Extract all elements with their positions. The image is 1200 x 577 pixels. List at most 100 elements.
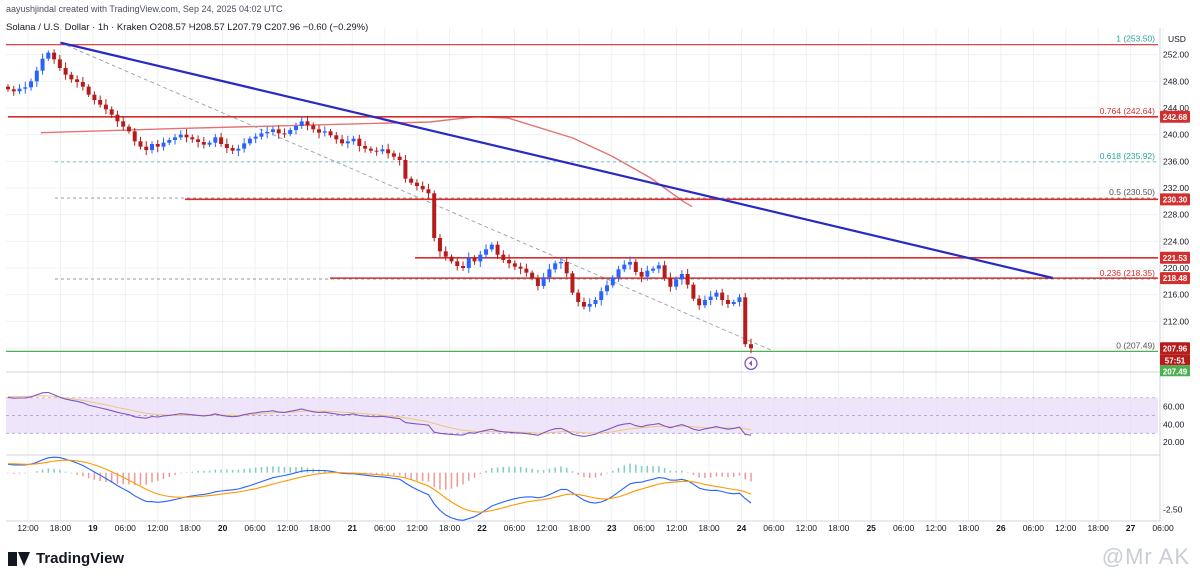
candle — [409, 176, 414, 185]
candle — [414, 179, 419, 191]
replay-marker-arrow — [749, 360, 752, 367]
candle — [662, 260, 667, 281]
candle-body — [489, 244, 494, 250]
candle-body — [731, 302, 736, 304]
candle-body — [501, 254, 506, 260]
candle-body — [259, 133, 264, 137]
candle-body — [714, 292, 719, 297]
candle-body — [121, 121, 126, 127]
macd-signal-line — [7, 459, 752, 513]
candle — [524, 263, 529, 277]
time-tick: 19 — [88, 523, 98, 533]
candle-body — [328, 131, 333, 136]
candle-body — [685, 274, 690, 285]
candle — [587, 298, 592, 312]
candle-body — [461, 266, 466, 268]
candle-body — [103, 104, 108, 110]
last-price-tag-bg — [1160, 342, 1190, 355]
tradingview-logo[interactable]: TradingView — [8, 550, 124, 567]
level-price-tag-bg — [1160, 272, 1190, 285]
candle-body — [702, 300, 707, 306]
candle-body — [599, 291, 604, 300]
rsi-line — [7, 391, 752, 437]
candle — [103, 99, 108, 115]
candle — [288, 127, 293, 137]
time-axis[interactable]: 12:00 18:00 19 06:00 12:00 18:00 20 06:00 12:00 1… — [17, 523, 1174, 533]
candle — [581, 297, 586, 310]
candle-body — [340, 139, 345, 144]
candle-body — [242, 143, 247, 149]
candle-body — [351, 138, 356, 142]
candle-body — [270, 129, 275, 132]
candle — [616, 265, 621, 282]
candle-body — [86, 86, 91, 95]
level-price-tag-bg — [1160, 193, 1190, 206]
candle-body — [535, 278, 540, 286]
candle-body — [144, 146, 149, 150]
candle-body — [334, 135, 339, 140]
symbol-ohlc-line: Solana / U.S. Dollar · 1h · Kraken O208.… — [6, 22, 369, 33]
price-axis[interactable]: USD 252.00 248.00 244.00 240.00 236.00 232.00 2… — [1160, 34, 1190, 515]
candle-body — [196, 139, 201, 142]
candle — [720, 288, 725, 306]
candle — [213, 133, 218, 148]
candle-body — [443, 251, 448, 257]
candle-body — [628, 262, 633, 265]
dashed-diagonal-line — [60, 42, 775, 352]
candle — [265, 126, 270, 139]
candle-body — [478, 254, 483, 262]
candle — [75, 75, 80, 88]
candle-body — [138, 141, 143, 147]
candle — [253, 133, 258, 144]
time-tick: 18:00 — [828, 523, 850, 533]
candle-body — [40, 58, 45, 71]
candle-body — [564, 262, 569, 274]
price-tick: 212.00 — [1163, 316, 1189, 326]
time-tick: 06:00 — [1023, 523, 1045, 533]
fib-label: 0.236 (218.35) — [1100, 268, 1155, 278]
candle-body — [98, 100, 103, 105]
candle — [219, 132, 224, 147]
candle — [443, 246, 448, 261]
candle-body — [357, 138, 362, 146]
candle-body — [662, 265, 667, 278]
candle — [518, 262, 523, 275]
candle-body — [311, 125, 316, 130]
fib-label: 0.764 (242.64) — [1100, 106, 1155, 116]
candle-body — [386, 149, 391, 154]
candle-body — [639, 272, 644, 277]
candle-body — [668, 278, 673, 287]
candle — [622, 260, 627, 273]
candle-body — [512, 263, 517, 267]
time-tick: 18:00 — [50, 523, 72, 533]
candle-body — [518, 266, 523, 269]
candle — [674, 276, 679, 291]
rsi-panel — [7, 391, 752, 437]
candle — [173, 133, 178, 145]
candle — [420, 181, 425, 193]
level-price-tag-bg — [1160, 251, 1190, 264]
candle — [126, 124, 131, 134]
candle — [426, 183, 431, 199]
candle — [749, 338, 753, 354]
candle-body — [466, 258, 471, 268]
candle-body — [708, 296, 713, 300]
candle — [391, 150, 396, 161]
time-tick: 12:00 — [147, 523, 169, 533]
candle-body — [403, 160, 408, 179]
candle-body — [115, 114, 120, 122]
time-tick: 18:00 — [180, 523, 202, 533]
time-tick: 06:00 — [763, 523, 785, 533]
rsi-tick: 20.00 — [1163, 437, 1185, 447]
time-tick: 18:00 — [958, 523, 980, 533]
chart-canvas[interactable]: 1 (253.50) 0.764 (242.64) 0.618 (235.92) 0.… — [0, 0, 1200, 542]
candle-body — [541, 277, 546, 286]
candle — [149, 141, 154, 154]
candle — [558, 258, 563, 269]
candle — [236, 144, 241, 157]
candle-body — [524, 268, 529, 273]
candle-body — [69, 74, 74, 80]
candle-body — [547, 269, 552, 278]
candle — [386, 143, 391, 159]
candle-body — [305, 121, 310, 126]
